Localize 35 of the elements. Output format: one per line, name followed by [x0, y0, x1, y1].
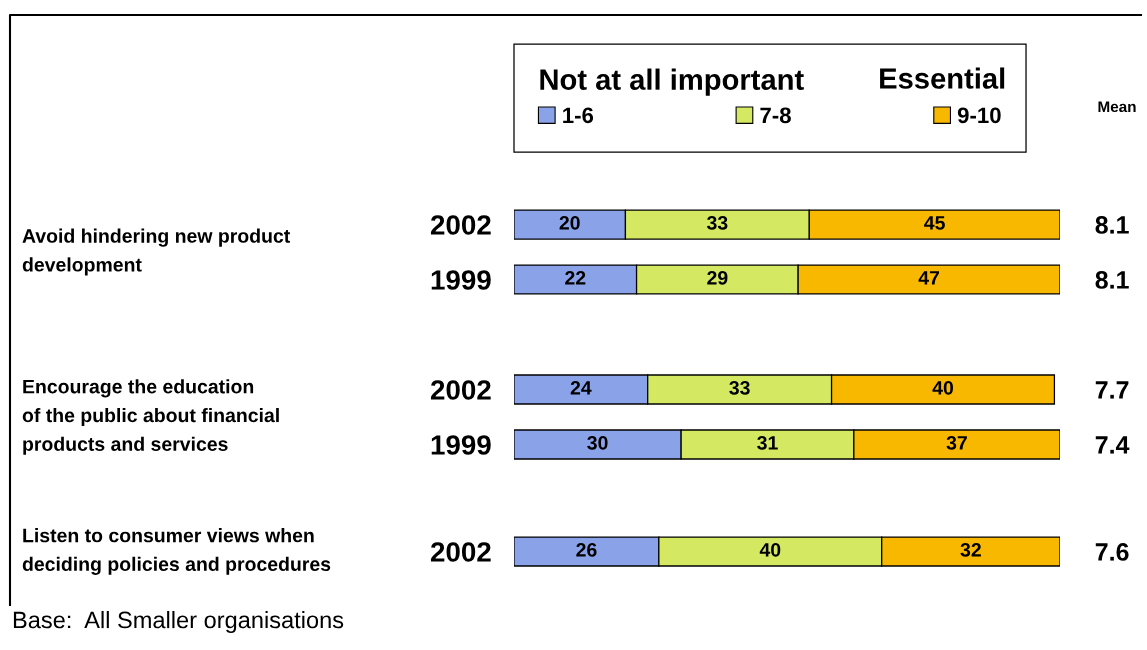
y-axis-title: Avoid hindering new product development: [22, 228, 291, 276]
data-label: 47: [918, 271, 940, 285]
y-tick-label: 1999: [431, 270, 491, 290]
legend-label: 1-6: [563, 107, 594, 124]
data-label: 37: [946, 435, 967, 450]
data-label: 33: [706, 215, 728, 230]
data-label: 45: [924, 216, 945, 230]
y2-tick-label: 8.1: [1095, 216, 1129, 234]
data-label: 40: [932, 380, 954, 395]
y-tick-label: 2002: [430, 380, 491, 400]
text: Essential: [880, 67, 1005, 89]
data-label: 22: [565, 270, 586, 285]
legend-label: 9-10: [957, 107, 1001, 124]
legend-label: 7-8: [760, 107, 791, 124]
data-label: 31: [757, 435, 778, 450]
legend-title: Not at all important: [540, 68, 804, 96]
y2-axis-title: Mean: [1098, 101, 1136, 113]
text: Base: All Smaller organisations: [13, 610, 344, 633]
data-label: 30: [587, 435, 608, 450]
data-label: 32: [960, 542, 981, 557]
y-axis-title: Listen to consumer views when deciding policies and procedures: [22, 528, 331, 575]
y-tick-label: 1999: [431, 435, 491, 455]
y-axis-title: Encourage the education of the public about financial products and services: [22, 379, 279, 455]
y2-tick-label: 8.1: [1095, 271, 1129, 289]
y-tick-label: 2002: [430, 215, 491, 235]
y2-tick-label: 7.7: [1095, 381, 1129, 399]
data-label: 20: [559, 215, 580, 230]
data-label: 40: [759, 542, 781, 557]
y-tick-label: 2002: [430, 542, 491, 562]
y2-tick-label: 7.6: [1095, 543, 1129, 561]
data-label: 26: [576, 542, 597, 557]
data-label: 33: [729, 380, 750, 395]
data-label: 29: [707, 270, 728, 285]
data-label: 24: [570, 380, 592, 395]
y2-tick-label: 7.4: [1095, 436, 1130, 454]
